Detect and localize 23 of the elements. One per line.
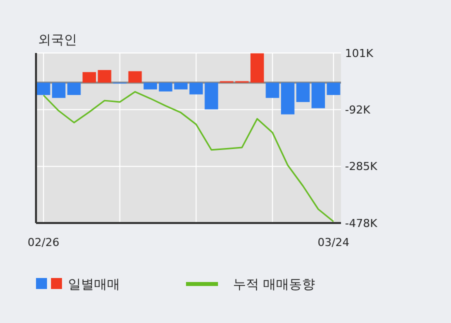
x-tick-label: 02/26 bbox=[28, 236, 60, 249]
bar bbox=[281, 82, 294, 114]
y-tick-label: -478K bbox=[345, 216, 378, 230]
y-tick-label: -92K bbox=[345, 104, 371, 117]
bar bbox=[52, 82, 66, 98]
legend-label: 일별매매 bbox=[68, 278, 120, 293]
bar bbox=[67, 82, 81, 95]
bar bbox=[144, 82, 158, 90]
bar bbox=[82, 72, 96, 83]
bar bbox=[128, 71, 142, 83]
bar bbox=[296, 82, 310, 102]
bar bbox=[312, 82, 325, 108]
x-tick-label: 03/24 bbox=[318, 236, 350, 249]
y-tick-label: -285K bbox=[345, 160, 378, 174]
bar bbox=[98, 70, 112, 83]
bar bbox=[36, 82, 50, 95]
bar bbox=[266, 82, 280, 98]
legend-label: 누적 매매동향 bbox=[233, 278, 316, 293]
bar bbox=[326, 82, 340, 95]
chart-title: 외국인 bbox=[38, 33, 77, 48]
bar bbox=[250, 53, 264, 83]
line-series bbox=[42, 91, 334, 222]
y-tick-label: 101K bbox=[345, 46, 374, 60]
